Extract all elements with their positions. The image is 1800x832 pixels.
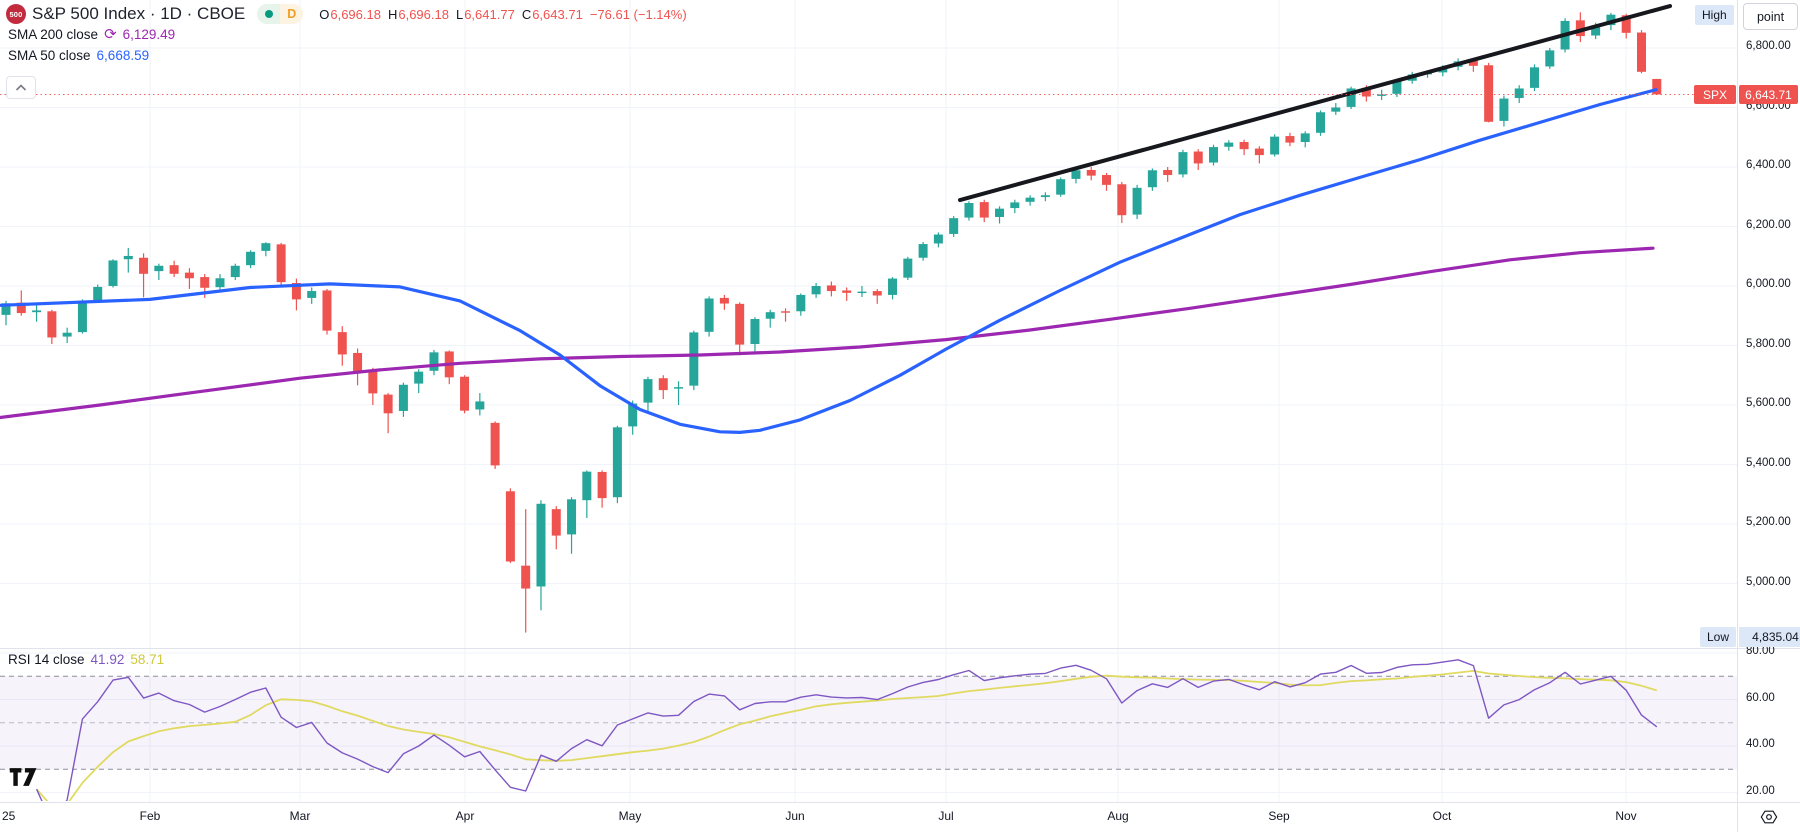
rsi-axis-label: 80.00 (1746, 645, 1775, 657)
symbol-legend[interactable]: 500 S&P 500 Index · 1D · CBOE D O 6,696.1… (6, 4, 687, 24)
sma200-label: SMA 200 close (8, 27, 99, 42)
time-axis-label: May (618, 809, 642, 823)
symbol-price-badge: SPX (1694, 85, 1736, 104)
ohlc-values: O 6,696.18 H 6,696.18 L 6,641.77 C 6,643.71 … (319, 7, 686, 22)
tradingview-logo-icon (9, 768, 37, 786)
time-axis-label: Mar (289, 809, 311, 823)
symbol-title: S&P 500 Index · 1D · CBOE (32, 4, 246, 23)
rsi-value: 41.92 (90, 652, 125, 667)
axis-unit-button[interactable]: point (1743, 3, 1798, 30)
change-value: −76.61 (−1.14%) (589, 6, 687, 22)
chevron-up-icon (15, 83, 27, 91)
low-label: L (455, 6, 464, 22)
time-axis-label: Sep (1268, 809, 1290, 823)
rsi-axis-label: 40.00 (1746, 738, 1775, 751)
price-axis-label: 6,400.00 (1746, 159, 1791, 171)
rsi-label: RSI 14 close (8, 652, 85, 667)
time-axis-label: Jun (785, 809, 805, 823)
sma200-value: 6,129.49 (122, 27, 176, 42)
low-marker-badge: Low (1700, 627, 1737, 647)
price-axis-label: 5,600.00 (1746, 397, 1791, 409)
time-axis-label: Aug (1107, 809, 1129, 823)
price-axis-label: 6,000.00 (1746, 278, 1791, 290)
time-axis-label: Oct (1432, 809, 1452, 823)
rsi-ma-value: 58.71 (130, 652, 165, 667)
sma50-legend[interactable]: SMA 50 close 6,668.59 (8, 48, 149, 63)
time-axis-label: Nov (1615, 809, 1637, 823)
high-value: 6,696.18 (398, 6, 449, 22)
close-value: 6,643.71 (532, 6, 583, 22)
time-axis-settings-button[interactable] (1757, 806, 1781, 828)
low-value-badge: 4,835.04 (1739, 627, 1800, 647)
price-axis-label: 6,800.00 (1746, 40, 1791, 52)
price-axis-label: 5,400.00 (1746, 456, 1791, 469)
price-axis-label: 5,800.00 (1746, 337, 1791, 350)
sma200-legend[interactable]: SMA 200 close ⟳ 6,129.49 (8, 27, 175, 42)
time-axis-label: Apr (455, 809, 475, 823)
high-label: H (387, 6, 398, 22)
time-axis-label: Jul (938, 809, 954, 823)
sma200-loading-icon: ⟳ (104, 26, 117, 43)
rsi-axis-label: 60.00 (1746, 691, 1775, 704)
open-value: 6,696.18 (330, 6, 381, 22)
interval-badge: D (280, 4, 304, 24)
market-open-dot-icon (264, 10, 273, 18)
market-status-interval-pill[interactable]: D (257, 4, 304, 24)
sma50-value: 6,668.59 (96, 48, 150, 63)
low-value: 6,641.77 (464, 6, 515, 22)
time-axis-label: 25 (2, 809, 16, 823)
price-axis-label: 5,000.00 (1746, 575, 1791, 588)
sma50-label: SMA 50 close (8, 48, 91, 63)
close-label: C (521, 6, 532, 22)
time-axis-label: Feb (139, 809, 161, 823)
price-axis-label: 5,200.00 (1746, 516, 1791, 528)
price-axis-label: 6,200.00 (1746, 218, 1791, 231)
high-marker-badge: High (1695, 5, 1734, 25)
open-label: O (319, 6, 330, 22)
rsi-axis-label: 20.00 (1746, 784, 1775, 797)
last-price-badge: 6,643.71 (1739, 85, 1798, 104)
tradingview-logo[interactable] (8, 766, 40, 793)
collapse-pane-button[interactable] (6, 76, 36, 99)
rsi-legend[interactable]: RSI 14 close 41.92 58.71 (8, 652, 164, 667)
sp500-logo-icon: 500 (6, 4, 26, 24)
session-settings-icon (1760, 810, 1778, 824)
